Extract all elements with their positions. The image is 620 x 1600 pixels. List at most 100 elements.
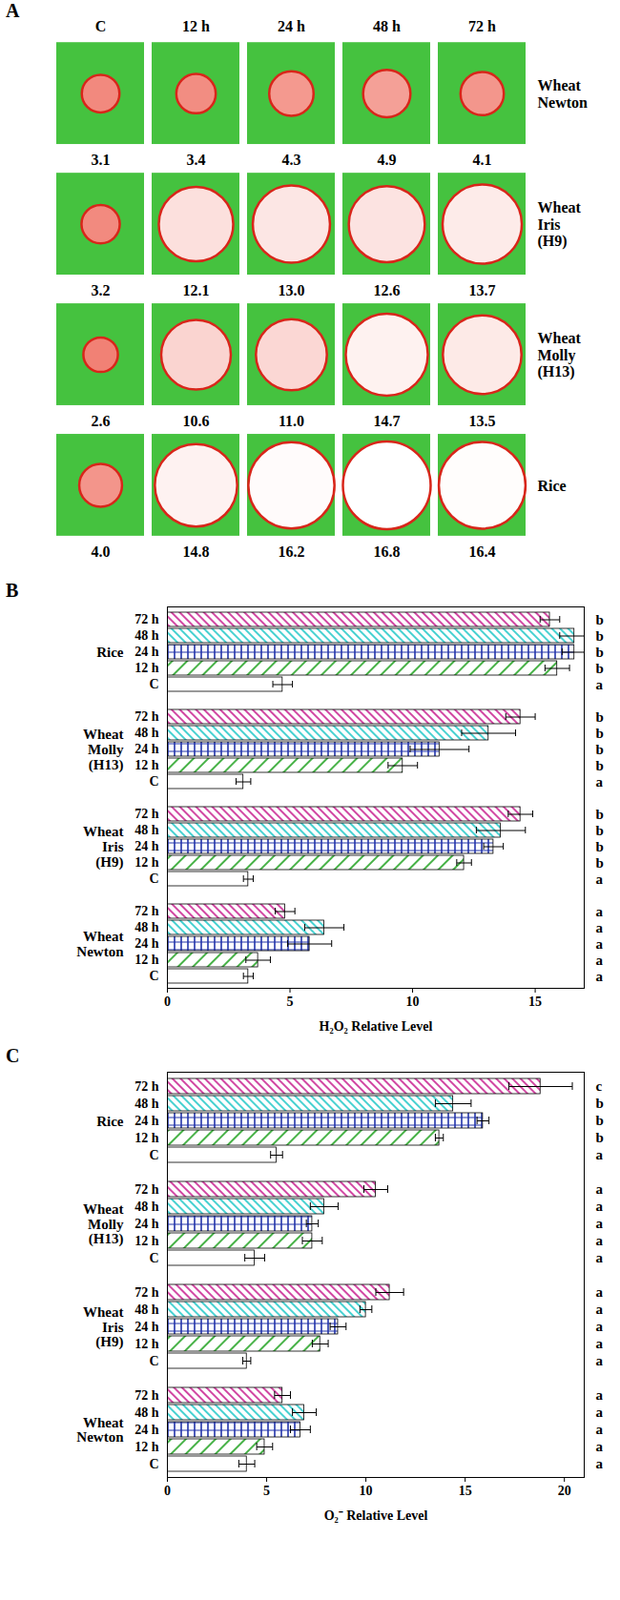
svg-text:a: a bbox=[596, 1387, 604, 1404]
svg-text:O₂⁻ Relative Level: O₂⁻ Relative Level bbox=[324, 1508, 429, 1524]
svg-text:C: C bbox=[148, 1148, 159, 1163]
svg-text:14.7: 14.7 bbox=[373, 413, 401, 430]
svg-text:Rice: Rice bbox=[96, 1114, 124, 1130]
svg-text:b: b bbox=[596, 742, 604, 758]
svg-text:5: 5 bbox=[263, 1484, 270, 1499]
svg-text:a: a bbox=[596, 952, 604, 969]
svg-text:a: a bbox=[596, 1284, 604, 1301]
svg-text:12 h: 12 h bbox=[134, 1234, 160, 1249]
svg-text:b: b bbox=[596, 661, 604, 677]
svg-text:a: a bbox=[596, 1456, 604, 1472]
svg-text:a: a bbox=[596, 1319, 604, 1335]
svg-text:24 h: 24 h bbox=[134, 1423, 160, 1438]
svg-text:C: C bbox=[148, 1457, 159, 1472]
svg-text:24 h: 24 h bbox=[134, 839, 160, 854]
svg-text:72 h: 72 h bbox=[134, 612, 160, 627]
svg-text:WheatIris(H9): WheatIris(H9) bbox=[82, 1304, 124, 1352]
svg-text:a: a bbox=[596, 936, 604, 952]
svg-text:b: b bbox=[596, 758, 604, 774]
svg-text:14.8: 14.8 bbox=[183, 543, 210, 560]
svg-text:b: b bbox=[596, 823, 604, 839]
svg-text:24 h: 24 h bbox=[134, 644, 160, 660]
svg-text:12 h: 12 h bbox=[134, 952, 160, 968]
svg-text:48 h: 48 h bbox=[134, 1302, 160, 1318]
svg-text:3.1: 3.1 bbox=[91, 151, 111, 168]
svg-text:H₂O₂ Relative Level: H₂O₂ Relative Level bbox=[319, 1019, 434, 1034]
svg-text:12 h: 12 h bbox=[182, 18, 210, 35]
svg-text:15: 15 bbox=[528, 994, 542, 1010]
svg-text:C: C bbox=[148, 1251, 159, 1266]
svg-text:a: a bbox=[596, 1233, 604, 1249]
svg-text:a: a bbox=[596, 1302, 604, 1318]
svg-text:48 h: 48 h bbox=[134, 628, 160, 643]
svg-text:13.5: 13.5 bbox=[469, 413, 496, 430]
svg-text:WheatIris(H9): WheatIris(H9) bbox=[537, 199, 582, 250]
svg-text:11.0: 11.0 bbox=[278, 413, 305, 430]
svg-text:12 h: 12 h bbox=[134, 661, 160, 676]
svg-text:24 h: 24 h bbox=[134, 1114, 160, 1129]
svg-text:3.2: 3.2 bbox=[91, 282, 111, 299]
svg-text:20: 20 bbox=[558, 1484, 572, 1499]
svg-text:24 h: 24 h bbox=[134, 1217, 160, 1232]
svg-text:WheatMolly(H13): WheatMolly(H13) bbox=[82, 726, 124, 773]
svg-text:b: b bbox=[596, 855, 604, 871]
svg-text:24 h: 24 h bbox=[277, 18, 306, 35]
svg-text:b: b bbox=[596, 1130, 604, 1146]
svg-text:48 h: 48 h bbox=[134, 920, 160, 935]
svg-text:5: 5 bbox=[287, 994, 294, 1010]
svg-text:a: a bbox=[596, 1198, 604, 1215]
svg-text:24 h: 24 h bbox=[134, 742, 160, 757]
svg-text:C: C bbox=[148, 1354, 159, 1369]
svg-text:C: C bbox=[148, 969, 159, 984]
svg-text:4.1: 4.1 bbox=[473, 151, 493, 168]
svg-text:4.0: 4.0 bbox=[91, 543, 111, 560]
svg-text:b: b bbox=[596, 628, 604, 644]
svg-text:a: a bbox=[596, 1353, 604, 1369]
svg-text:b: b bbox=[596, 1113, 604, 1129]
svg-text:b: b bbox=[596, 1095, 604, 1112]
svg-text:a: a bbox=[596, 871, 604, 888]
svg-text:12.6: 12.6 bbox=[373, 282, 401, 299]
svg-text:16.2: 16.2 bbox=[278, 543, 306, 560]
svg-text:48 h: 48 h bbox=[134, 1096, 160, 1112]
svg-text:a: a bbox=[596, 1181, 604, 1198]
svg-text:WheatNewton: WheatNewton bbox=[76, 1415, 124, 1447]
svg-text:Rice: Rice bbox=[537, 477, 567, 495]
svg-text:10: 10 bbox=[406, 994, 420, 1010]
svg-text:b: b bbox=[596, 806, 604, 823]
svg-text:4.9: 4.9 bbox=[377, 151, 397, 168]
svg-text:48 h: 48 h bbox=[372, 18, 401, 35]
svg-text:WheatMolly(H13): WheatMolly(H13) bbox=[537, 330, 582, 381]
svg-text:48 h: 48 h bbox=[134, 1405, 160, 1421]
svg-text:a: a bbox=[596, 920, 604, 936]
svg-text:a: a bbox=[596, 1422, 604, 1438]
svg-text:13.0: 13.0 bbox=[278, 282, 306, 299]
svg-text:72 h: 72 h bbox=[134, 1182, 160, 1198]
svg-text:b: b bbox=[596, 644, 604, 661]
svg-text:C: C bbox=[148, 677, 159, 692]
svg-text:12 h: 12 h bbox=[134, 1440, 160, 1455]
svg-text:a: a bbox=[596, 774, 604, 790]
svg-text:12.1: 12.1 bbox=[183, 282, 210, 299]
svg-text:12 h: 12 h bbox=[134, 855, 160, 870]
svg-text:72 h: 72 h bbox=[134, 1079, 160, 1095]
svg-text:48 h: 48 h bbox=[134, 725, 160, 741]
svg-text:C: C bbox=[148, 871, 159, 887]
svg-text:12 h: 12 h bbox=[134, 1337, 160, 1352]
svg-text:a: a bbox=[596, 1439, 604, 1455]
svg-text:24 h: 24 h bbox=[134, 936, 160, 951]
svg-text:a: a bbox=[596, 1336, 604, 1352]
svg-text:16.4: 16.4 bbox=[469, 543, 496, 560]
svg-text:0: 0 bbox=[164, 1484, 171, 1499]
svg-text:a: a bbox=[596, 677, 604, 693]
svg-text:Rice: Rice bbox=[96, 644, 124, 661]
svg-text:b: b bbox=[596, 725, 604, 742]
svg-text:15: 15 bbox=[458, 1484, 473, 1499]
svg-text:72 h: 72 h bbox=[468, 18, 496, 35]
svg-text:WheatNewton: WheatNewton bbox=[76, 929, 124, 960]
svg-text:a: a bbox=[596, 1147, 604, 1163]
svg-text:WheatIris(H9): WheatIris(H9) bbox=[82, 824, 124, 871]
svg-text:c: c bbox=[596, 1078, 603, 1095]
svg-text:48 h: 48 h bbox=[134, 1199, 160, 1215]
svg-text:3.4: 3.4 bbox=[186, 151, 207, 168]
